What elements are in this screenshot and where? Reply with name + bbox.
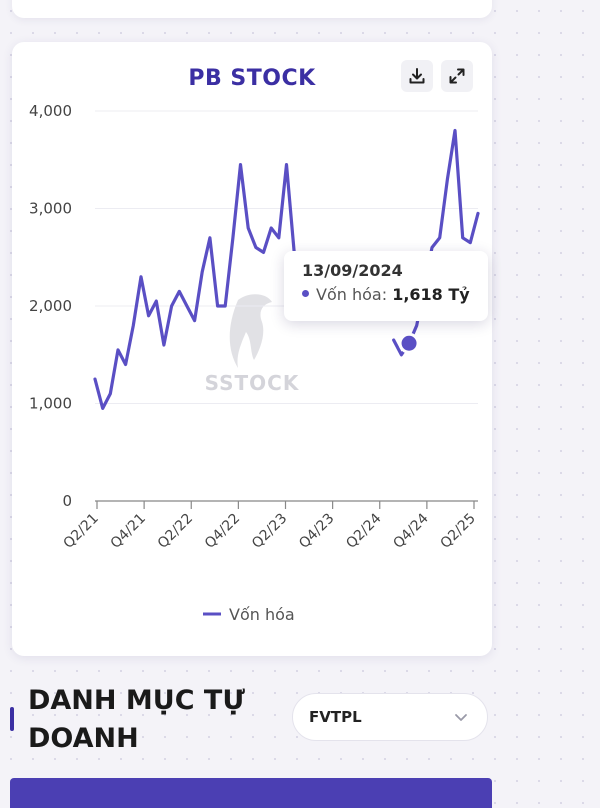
section-title: DANH MỤC TỰ DOANH [28,685,245,754]
table-header-bar [10,778,492,808]
series-line-von-hoa [93,163,296,410]
expand-icon [449,68,465,84]
y-tick-label: 2,000 [29,297,72,315]
tooltip-series-dot [302,290,309,297]
x-tick-label: Q4/23 [296,511,337,552]
x-tick-label: Q2/21 [60,511,101,552]
tooltip-value: 1,618 Tỷ [392,285,470,304]
y-tick-label: 0 [62,492,72,510]
tooltip-row: Vốn hóa: 1,618 Tỷ [302,285,470,304]
select-value: FVTPL [309,708,362,726]
x-tick-label: Q2/24 [343,510,384,551]
x-tick-label: Q4/22 [202,511,243,552]
y-tick-label: 4,000 [29,102,72,120]
download-button[interactable] [401,60,433,92]
tooltip-date: 13/09/2024 [302,261,403,280]
watermark-logo: SSTOCK [205,294,300,395]
chevron-down-icon [455,714,467,721]
legend-label[interactable]: Vốn hóa [229,605,295,624]
download-icon [409,68,425,84]
y-tick-label: 1,000 [29,395,72,413]
x-tick-label: Q4/24 [390,510,431,551]
y-tick-label: 3,000 [29,200,72,218]
series-line-von-hoa [392,128,480,357]
x-tick-label: Q2/23 [249,511,290,552]
section-accent-bar [10,707,14,731]
tooltip-label: Vốn hóa: [316,285,388,304]
highlight-point[interactable] [398,332,420,354]
x-tick-label: Q2/25 [437,511,478,552]
portfolio-type-select[interactable]: FVTPL [292,693,488,741]
expand-button[interactable] [441,60,473,92]
previous-card [12,0,492,18]
chart-tooltip: 13/09/2024 Vốn hóa: 1,618 Tỷ [284,251,488,321]
chart-title: PB STOCK [188,66,316,91]
x-tick-label: Q2/22 [155,511,196,552]
x-tick-label: Q4/21 [108,511,149,552]
watermark-text: SSTOCK [205,371,300,395]
